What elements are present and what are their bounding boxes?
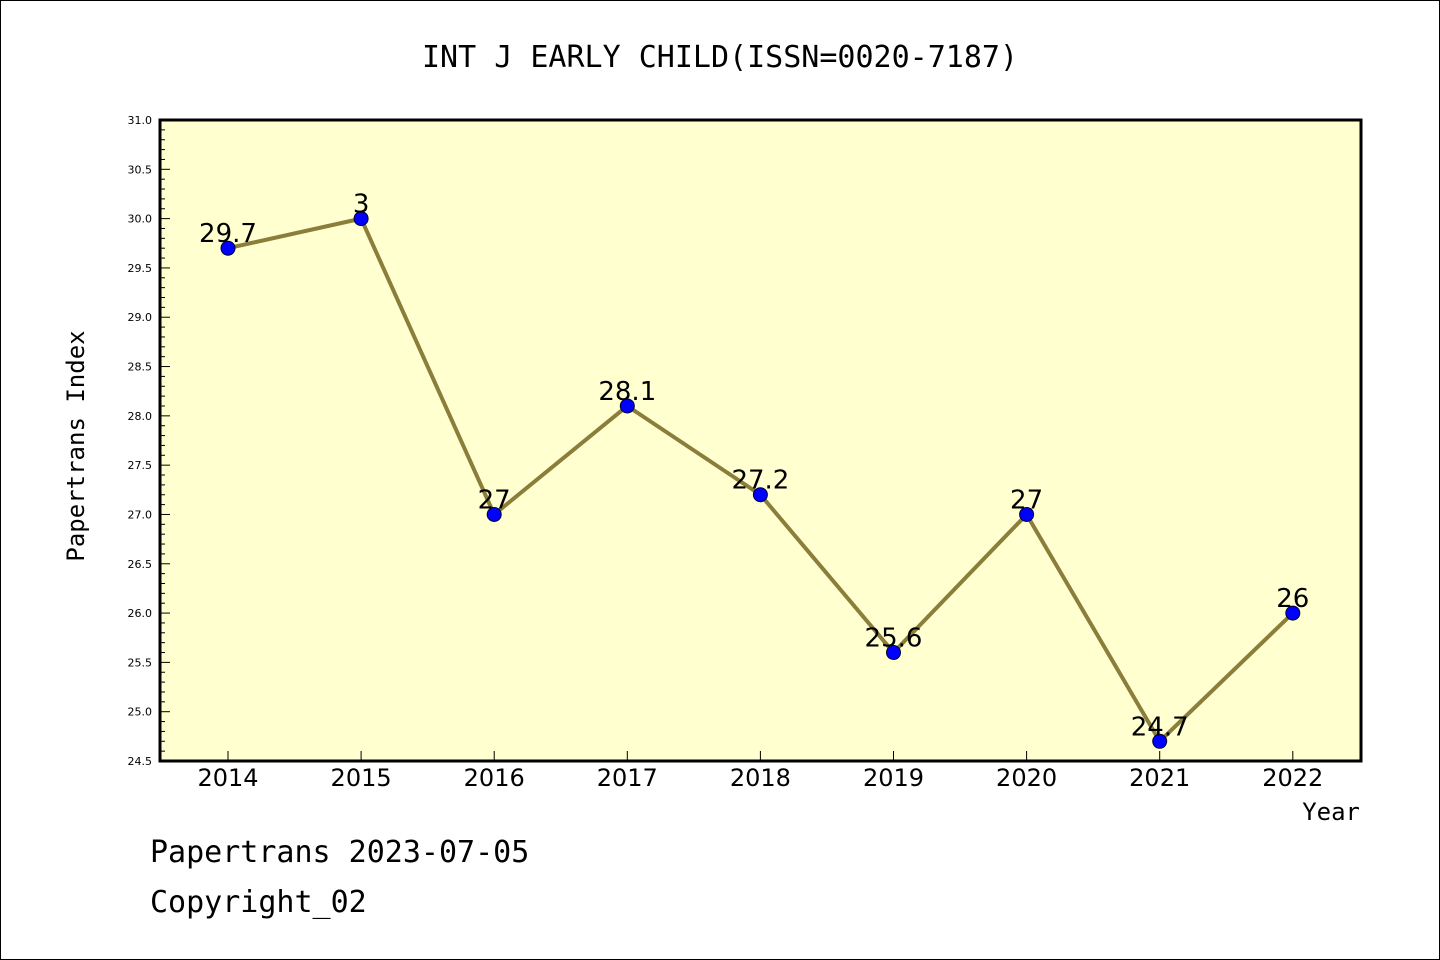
plot-area xyxy=(160,120,1361,761)
data-label: 24.7 xyxy=(1131,712,1189,742)
x-tick-label: 2017 xyxy=(597,764,658,792)
footer-copyright: Copyright_02 xyxy=(150,885,367,920)
x-tick-label: 2019 xyxy=(863,764,924,792)
x-tick-label: 2020 xyxy=(996,764,1057,792)
y-tick-label: 30.0 xyxy=(128,213,153,226)
x-tick-label: 2016 xyxy=(464,764,525,792)
y-tick-label: 31.0 xyxy=(128,114,153,127)
y-tick-label: 28.5 xyxy=(128,361,153,374)
markers-group xyxy=(220,211,1301,749)
data-point-marker xyxy=(752,487,768,503)
data-label: 25.6 xyxy=(865,624,923,654)
x-tick-label: 2014 xyxy=(197,764,258,792)
x-tick-label: 2018 xyxy=(730,764,791,792)
y-axis-ticks: 24.5 25.0 25.5 26.0 26.5 27.0 27.5 28.0 28.5 29.0… xyxy=(128,114,170,768)
data-point-marker xyxy=(886,645,901,661)
data-point-marker xyxy=(1285,605,1301,621)
data-point-marker xyxy=(353,211,369,227)
data-label: 27 xyxy=(1010,485,1043,515)
data-labels-group: 29.7 3 27 28.1 27.2 25.6 27 24.7 26 xyxy=(199,190,1309,743)
y-tick-label: 27.5 xyxy=(128,459,153,472)
data-point-marker xyxy=(1019,506,1035,522)
y-tick-label: 29.5 xyxy=(128,262,153,275)
y-tick-label: 27.0 xyxy=(128,508,153,521)
data-label: 27 xyxy=(478,485,511,515)
data-label: 28.1 xyxy=(598,377,656,407)
y-tick-label: 25.0 xyxy=(128,706,153,719)
data-label: 29.7 xyxy=(199,219,257,249)
x-axis-ticks: 2014 2015 2016 2017 2018 2019 2020 2021 2022 xyxy=(197,751,1323,792)
y-tick-label: 26.0 xyxy=(128,607,153,620)
data-label: 26 xyxy=(1276,584,1309,614)
x-tick-label: 2022 xyxy=(1262,764,1323,792)
x-tick-label: 2021 xyxy=(1129,764,1190,792)
x-tick-label: 2015 xyxy=(331,764,392,792)
data-label: 27.2 xyxy=(731,466,789,496)
y-tick-label: 24.5 xyxy=(128,755,153,768)
data-point-marker xyxy=(220,240,236,256)
y-axis-label: Papertrans Index xyxy=(62,330,90,561)
data-point-marker xyxy=(1152,733,1168,749)
y-tick-label: 26.5 xyxy=(128,558,153,571)
y-tick-label: 30.5 xyxy=(128,163,153,176)
plot-border xyxy=(158,118,1363,763)
y-tick-label: 28.0 xyxy=(128,410,153,423)
x-axis-label: Year xyxy=(1302,798,1360,826)
data-point-marker xyxy=(486,506,502,522)
chart-title: INT J EARLY CHILD(ISSN=0020-7187) xyxy=(422,40,1018,75)
footer-date: Papertrans 2023-07-05 xyxy=(150,835,530,870)
y-tick-label: 25.5 xyxy=(128,656,153,669)
data-point-marker xyxy=(619,398,635,414)
data-label: 3 xyxy=(353,190,370,220)
y-tick-label: 29.0 xyxy=(128,311,153,324)
